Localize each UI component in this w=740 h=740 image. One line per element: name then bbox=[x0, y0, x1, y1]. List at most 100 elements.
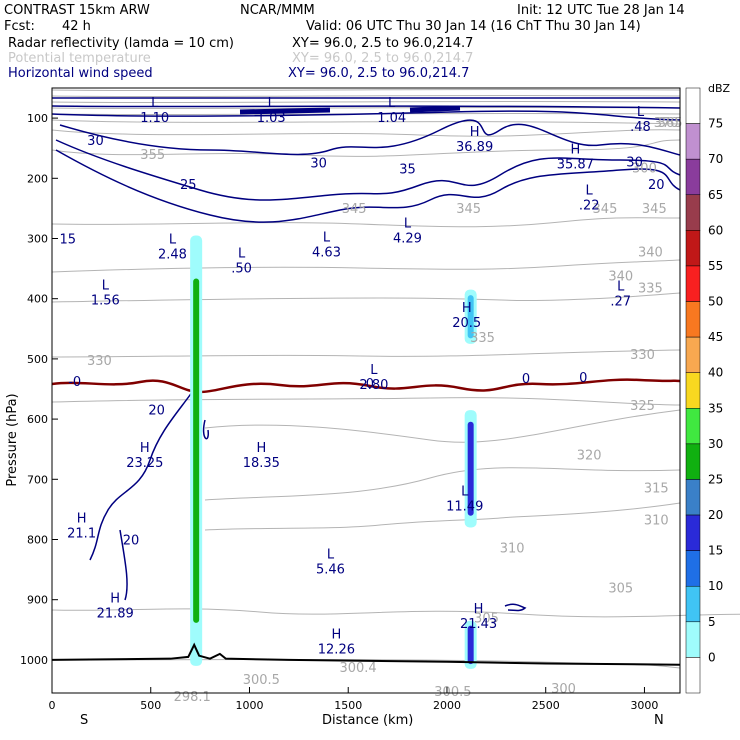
theta-label-0: 370 bbox=[654, 116, 679, 131]
terrain-line bbox=[51, 642, 681, 666]
y-tick-label-700: 700 bbox=[27, 473, 48, 486]
reflectivity-core-0 bbox=[193, 278, 200, 623]
x-tick-label-500: 500 bbox=[140, 699, 161, 712]
wind-contour-30 bbox=[59, 119, 681, 156]
extremum-type-1: L bbox=[268, 96, 276, 111]
colorbar-swatch-9 bbox=[685, 408, 701, 445]
colorbar: dBZ 0 5 10 15 20 25 30 35 40 45 50 55 60 65 70 75 bbox=[685, 82, 731, 694]
y-tick-label-200: 200 bbox=[27, 172, 48, 185]
extremum-value-18: 21.1 bbox=[67, 526, 96, 541]
colorbar-level-55: 55 bbox=[708, 259, 723, 273]
wind-contour-20 bbox=[55, 149, 681, 223]
terrain-profile bbox=[51, 642, 681, 666]
extremum-value-1: 1.03 bbox=[257, 111, 286, 126]
extremum-type-10: L bbox=[404, 216, 412, 231]
wind-label-11: 0 bbox=[522, 372, 530, 387]
extremum-value-11: 1.56 bbox=[91, 293, 120, 308]
colorbar-level-75: 75 bbox=[708, 117, 723, 131]
extremum-value-6: .22 bbox=[579, 198, 600, 213]
extremum-value-3: .48 bbox=[630, 120, 651, 135]
extremum-type-18: H bbox=[77, 511, 87, 526]
jet-core-shading bbox=[239, 105, 461, 115]
theta-label-12: 330 bbox=[87, 354, 112, 369]
wind-label-5: 20 bbox=[648, 178, 665, 193]
reflectivity-core-1 bbox=[467, 295, 474, 339]
theta-label-16: 315 bbox=[644, 482, 669, 497]
wind-contour-25 bbox=[55, 139, 681, 201]
wind-contour-jet-low bbox=[89, 387, 209, 601]
theta-label-13: 330 bbox=[630, 348, 655, 363]
center-label: NCAR/MMM bbox=[240, 3, 315, 18]
theta-contour-340 bbox=[51, 259, 681, 273]
extremum-value-19: 5.46 bbox=[316, 563, 345, 578]
colorbar-level-60: 60 bbox=[708, 223, 723, 237]
colorbar-level-40: 40 bbox=[708, 366, 723, 380]
extremum-value-22: 12.26 bbox=[318, 643, 355, 658]
field-wind-name: Horizontal wind speed bbox=[8, 66, 153, 81]
y-tick-label-900: 900 bbox=[27, 594, 48, 607]
y-tick-label-800: 800 bbox=[27, 533, 48, 546]
extremum-type-12: L bbox=[617, 280, 625, 295]
theta-label-19: 305 bbox=[608, 581, 633, 596]
extremum-value-12: .27 bbox=[610, 295, 631, 310]
colorbar-swatch-3 bbox=[685, 194, 701, 231]
theta-label-18: 310 bbox=[644, 513, 669, 528]
field-reflectivity-xy: XY= 96.0, 2.5 to 96.0,214.7 bbox=[292, 36, 473, 51]
fcst-label: Fcst: bbox=[4, 19, 35, 34]
field-theta-name: Potential temperature bbox=[8, 51, 151, 66]
colorbar-level-25: 25 bbox=[708, 472, 723, 486]
colorbar-level-0: 0 bbox=[708, 650, 716, 664]
colorbar-swatch-5 bbox=[685, 265, 701, 302]
colorbar-unit: dBZ bbox=[708, 82, 731, 95]
x-tick-label-3000: 3000 bbox=[630, 699, 658, 712]
extremum-type-20: H bbox=[110, 592, 120, 607]
extremum-value-13: 20.5 bbox=[452, 316, 481, 331]
extremum-value-14: 2.80 bbox=[359, 378, 388, 393]
theta-contour-335 bbox=[51, 292, 681, 303]
valid-label: Valid: 06 UTC Thu 30 Jan 14 (16 ChT Thu … bbox=[306, 19, 641, 34]
colorbar-level-20: 20 bbox=[708, 508, 723, 522]
theta-label-2: 355 bbox=[140, 148, 165, 163]
colorbar-level-15: 15 bbox=[708, 544, 723, 558]
theta-label-20: 305 bbox=[474, 612, 499, 627]
theta-label-3: 300 bbox=[632, 161, 657, 176]
theta-label-1: 365 bbox=[658, 116, 683, 131]
wind-label-0: 30 bbox=[87, 134, 104, 149]
colorbar-level-5: 5 bbox=[708, 615, 716, 629]
extremum-type-16: H bbox=[256, 441, 266, 456]
extremum-type-15: H bbox=[140, 441, 150, 456]
extremum-value-21: 21.43 bbox=[460, 617, 497, 632]
wind-label-9: -0 bbox=[68, 375, 81, 390]
extremum-type-21: H bbox=[474, 602, 484, 617]
extremum-value-8: .50 bbox=[231, 262, 252, 277]
extremum-type-6: L bbox=[586, 183, 594, 198]
y-tick-label-1000: 1000 bbox=[20, 654, 48, 667]
extremum-value-9: 4.63 bbox=[312, 245, 341, 260]
theta-label-14: 325 bbox=[630, 399, 655, 414]
theta-label-8: 340 bbox=[608, 270, 633, 285]
colorbar-swatch-2 bbox=[685, 158, 701, 196]
colorbar-swatch-12 bbox=[685, 514, 701, 551]
theta-label-5: 345 bbox=[456, 202, 481, 217]
theta-label-15: 320 bbox=[577, 448, 602, 463]
theta-contour-330 bbox=[51, 349, 681, 358]
colorbar-level-70: 70 bbox=[708, 152, 723, 166]
wind-label-3: 35 bbox=[399, 162, 416, 177]
theta-label-6: 345 bbox=[593, 202, 618, 217]
theta-label-4: 345 bbox=[342, 202, 367, 217]
zero-wind-contour bbox=[51, 378, 681, 394]
colorbar-swatch-13 bbox=[685, 550, 701, 587]
extremum-type-17: L bbox=[461, 484, 469, 499]
colorbar-level-65: 65 bbox=[708, 188, 723, 202]
theta-contour-320 bbox=[204, 409, 681, 443]
theta-label-9: 340 bbox=[638, 246, 663, 261]
theta-label-17: 310 bbox=[500, 542, 525, 557]
extremum-value-17: 11.49 bbox=[446, 499, 483, 514]
wind-contour-upper-a bbox=[51, 97, 681, 121]
extremum-type-19: L bbox=[327, 548, 335, 563]
extremum-type-9: L bbox=[323, 230, 331, 245]
extremum-type-11: L bbox=[102, 278, 110, 293]
x-tick-label-1000: 1000 bbox=[235, 699, 263, 712]
theta-contour-345 bbox=[51, 217, 681, 228]
extremum-value-5: 35.87 bbox=[557, 157, 594, 172]
